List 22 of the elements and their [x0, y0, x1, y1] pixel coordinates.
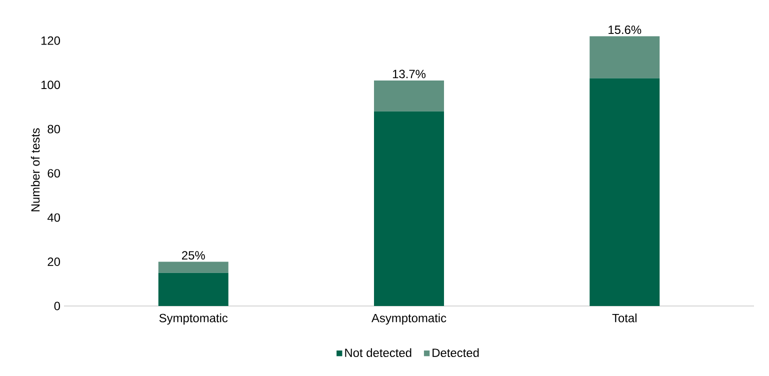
y-axis-title: Number of tests [30, 128, 40, 212]
bar [158, 262, 228, 273]
y-tick-label: 80 [48, 124, 60, 134]
legend-label: Detected [432, 348, 479, 358]
bar [374, 80, 444, 112]
bar [374, 111, 444, 306]
bar [590, 36, 660, 78]
bar [158, 272, 228, 306]
y-tick-label: 100 [41, 80, 60, 90]
x-tick-label: Total [612, 314, 636, 322]
annotation: 15.6% [608, 26, 642, 34]
x-tick-label: Asymptomatic [371, 314, 446, 325]
y-tick-label: 60 [48, 169, 60, 178]
x-tick-label: Symptomatic [159, 314, 228, 325]
annotation: 25% [182, 251, 205, 260]
legend-label: Not detected [345, 348, 412, 358]
y-tick-label: 20 [48, 258, 60, 266]
y-tick-label: 120 [41, 36, 60, 45]
bar [590, 78, 660, 306]
y-tick-label: 40 [47, 213, 60, 222]
annotation: 13.7% [392, 70, 426, 78]
y-tick-label: 0 [54, 302, 60, 310]
